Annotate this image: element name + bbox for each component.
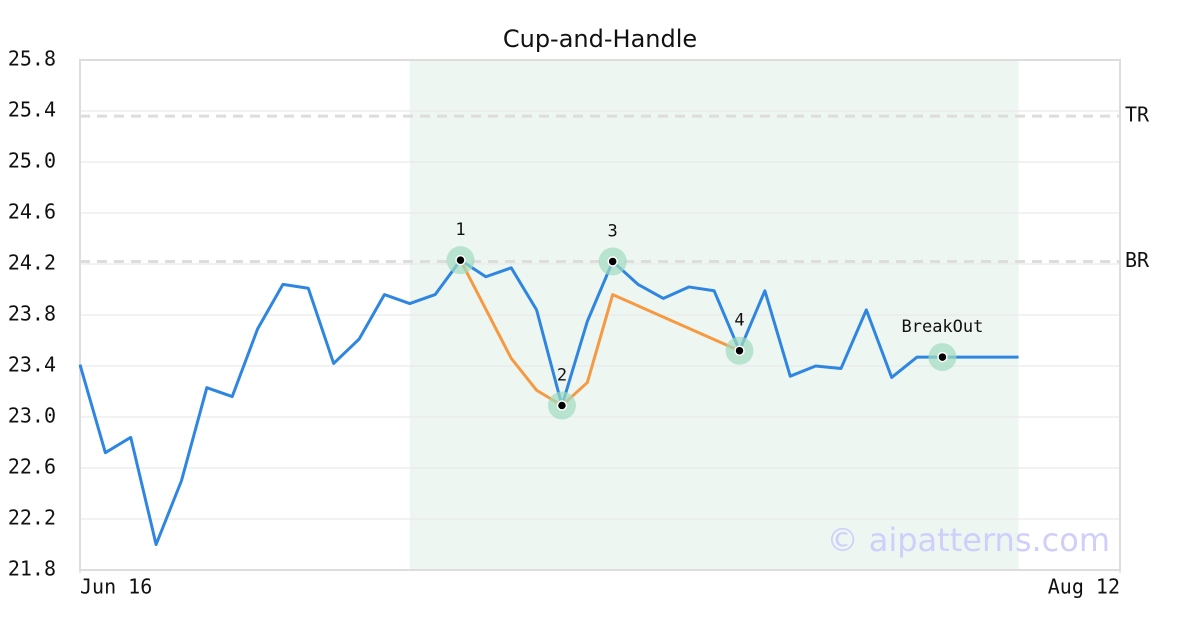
y-tick-label: 23.0 — [8, 404, 56, 428]
y-tick-label: 24.6 — [8, 200, 56, 224]
y-tick-label: 22.2 — [8, 506, 56, 530]
point-dot — [734, 345, 745, 356]
level-label: TR — [1125, 103, 1150, 127]
point-dot — [607, 256, 618, 267]
y-tick-label: 24.2 — [8, 251, 56, 275]
point-label: 1 — [455, 220, 465, 240]
x-tick-label: Jun 16 — [80, 575, 152, 599]
x-tick-label: Aug 12 — [1048, 575, 1120, 599]
watermark: © aipatterns.com — [827, 521, 1110, 559]
plot-frame — [79, 59, 1121, 571]
point-label: 2 — [557, 366, 567, 386]
y-tick-label: 21.8 — [8, 557, 56, 581]
y-tick-label: 25.0 — [8, 149, 56, 173]
point-label: 4 — [734, 311, 744, 331]
point-dot — [455, 254, 466, 266]
y-tick-label: 23.8 — [8, 302, 56, 326]
y-tick-label: 25.4 — [8, 98, 56, 122]
series-line — [78, 258, 1019, 546]
chart-title: Cup-and-Handle — [503, 25, 697, 53]
point-label: 3 — [608, 221, 618, 241]
point-label: BreakOut — [901, 317, 983, 337]
level-label: BR — [1125, 248, 1150, 272]
y-tick-label: 25.8 — [8, 47, 56, 71]
y-tick-label: 22.6 — [8, 455, 56, 479]
point-dot — [556, 400, 568, 411]
y-tick-label: 23.4 — [8, 353, 56, 377]
point-dot — [937, 351, 948, 363]
